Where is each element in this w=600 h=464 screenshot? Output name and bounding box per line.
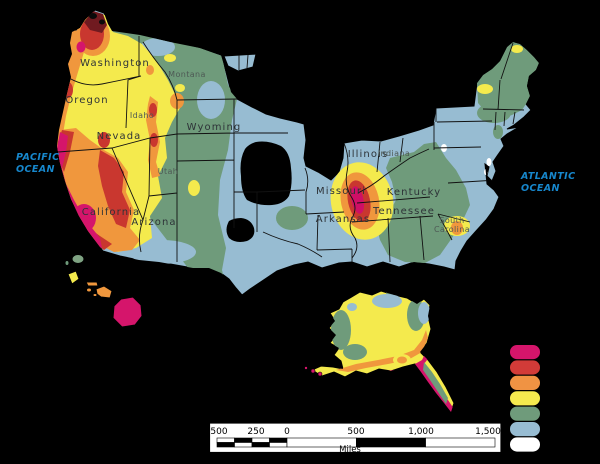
island-molokai bbox=[85, 281, 99, 287]
legend-swatch-1 bbox=[509, 344, 541, 361]
island-maui bbox=[95, 285, 113, 299]
state-label-arizona: Arizona bbox=[131, 217, 176, 228]
state-label-arkansas: Arkansas bbox=[316, 214, 370, 225]
scale-tick-500-right: 500 bbox=[347, 427, 364, 437]
ocean-labels: PACIFIC OCEAN ATLANTIC OCEAN bbox=[16, 152, 575, 194]
state-label-indiana: Indiana bbox=[378, 149, 410, 158]
state-label-montana: Montana bbox=[168, 70, 206, 79]
atlantic-ocean-label: ATLANTIC bbox=[520, 171, 575, 182]
alaska-landmass bbox=[310, 290, 455, 414]
scale-tick-0: 0 bbox=[284, 427, 290, 437]
island-kahoolawe bbox=[92, 293, 98, 297]
black-data-gap bbox=[226, 141, 292, 242]
scale-tick-1500: 1,500 bbox=[475, 427, 501, 437]
legend-swatch-2 bbox=[509, 359, 541, 376]
legend-swatch-3 bbox=[509, 374, 541, 391]
state-labels: Washington Oregon Montana Idaho Wyoming … bbox=[65, 58, 470, 234]
dakotas-fragment bbox=[223, 53, 257, 72]
state-label-oregon: Oregon bbox=[65, 95, 108, 106]
atlantic-ocean-label-line2: OCEAN bbox=[521, 183, 560, 194]
conus-map bbox=[56, 9, 540, 296]
state-label-utah: Utah bbox=[158, 167, 179, 176]
legend-swatch-5 bbox=[509, 405, 541, 422]
pacific-ocean-label-line2: OCEAN bbox=[16, 164, 55, 175]
state-label-south-carolina-line2: Carolina bbox=[434, 225, 470, 234]
island-oahu bbox=[67, 270, 80, 285]
alaska-orange-spot bbox=[397, 356, 407, 364]
legend bbox=[509, 344, 541, 453]
state-label-missouri: Missouri bbox=[316, 186, 366, 197]
scale-tick-250: 250 bbox=[247, 427, 264, 437]
island-lanai bbox=[86, 287, 92, 293]
state-label-illinois: Illinois bbox=[348, 149, 389, 160]
alaska-orange-band bbox=[336, 330, 428, 372]
state-label-wyoming: Wyoming bbox=[187, 122, 242, 133]
alaska-panhandle-green bbox=[423, 362, 448, 404]
scale-unit-label: Miles bbox=[339, 445, 361, 455]
island-hawaii bbox=[112, 296, 143, 328]
scale-tick-1000: 1,000 bbox=[408, 427, 434, 437]
island-kauai bbox=[71, 254, 85, 264]
scale-bar: 500 250 0 500 1,000 1,500 Miles bbox=[208, 422, 502, 455]
scale-bar-segments bbox=[216, 437, 496, 448]
state-label-south-carolina-line1: South bbox=[439, 216, 464, 225]
alaska-green-zones bbox=[331, 291, 425, 360]
state-label-tennessee: Tennessee bbox=[372, 206, 435, 217]
state-label-idaho: Idaho bbox=[130, 111, 154, 120]
state-label-kentucky: Kentucky bbox=[387, 187, 441, 198]
hawaii-islands bbox=[64, 254, 143, 328]
alaska-blue-zones bbox=[347, 294, 430, 324]
scale-tick-500-left: 500 bbox=[210, 427, 227, 437]
state-label-california: California bbox=[82, 207, 141, 218]
aleutian-islands bbox=[304, 366, 323, 377]
hazard-zone-darkred bbox=[84, 11, 107, 33]
island-niihau bbox=[64, 260, 70, 266]
legend-swatch-4 bbox=[509, 390, 541, 407]
legend-swatch-7 bbox=[509, 436, 541, 453]
pacific-ocean-label: PACIFIC bbox=[16, 152, 59, 163]
state-label-nevada: Nevada bbox=[97, 131, 142, 142]
state-borders bbox=[57, 36, 525, 263]
state-label-washington: Washington bbox=[80, 58, 150, 69]
alaska-map bbox=[304, 290, 455, 414]
legend-swatch-6 bbox=[509, 421, 541, 438]
